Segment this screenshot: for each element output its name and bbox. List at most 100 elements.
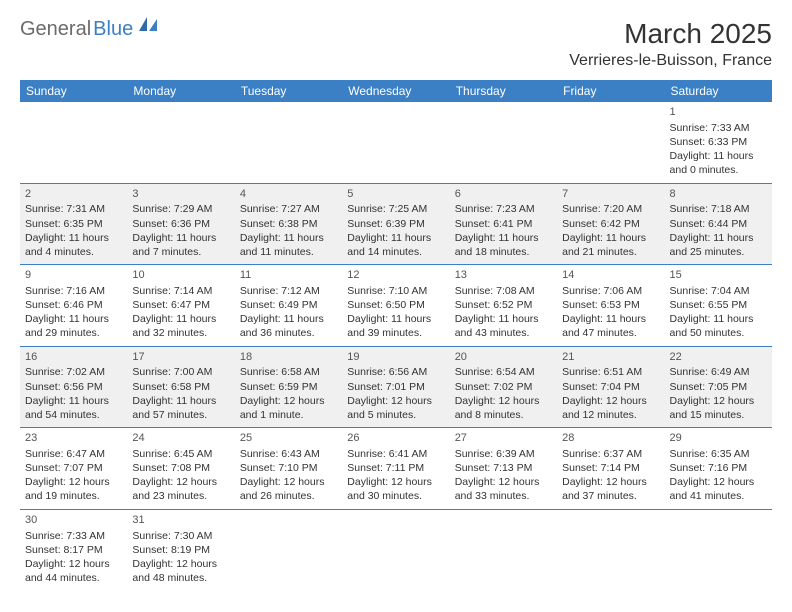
day-number: 31 (132, 513, 229, 528)
sunset-text: Sunset: 7:13 PM (455, 461, 552, 475)
daylight-text: Daylight: 11 hours and 0 minutes. (670, 149, 767, 177)
calendar-week: 9Sunrise: 7:16 AMSunset: 6:46 PMDaylight… (20, 265, 772, 347)
calendar-cell: 10Sunrise: 7:14 AMSunset: 6:47 PMDayligh… (127, 265, 234, 347)
sunrise-text: Sunrise: 7:06 AM (562, 284, 659, 298)
day-number: 14 (562, 268, 659, 283)
month-title: March 2025 (569, 18, 772, 50)
calendar-cell: 15Sunrise: 7:04 AMSunset: 6:55 PMDayligh… (665, 265, 772, 347)
sunrise-text: Sunrise: 7:16 AM (25, 284, 122, 298)
day-number: 19 (347, 350, 444, 365)
calendar-week: 2Sunrise: 7:31 AMSunset: 6:35 PMDaylight… (20, 183, 772, 265)
day-number: 16 (25, 350, 122, 365)
day-number: 8 (670, 187, 767, 202)
sunset-text: Sunset: 7:05 PM (670, 380, 767, 394)
calendar-week: 30Sunrise: 7:33 AMSunset: 8:17 PMDayligh… (20, 509, 772, 590)
calendar-cell: 5Sunrise: 7:25 AMSunset: 6:39 PMDaylight… (342, 183, 449, 265)
sunset-text: Sunset: 7:11 PM (347, 461, 444, 475)
calendar-cell: 7Sunrise: 7:20 AMSunset: 6:42 PMDaylight… (557, 183, 664, 265)
sunset-text: Sunset: 6:36 PM (132, 217, 229, 231)
location: Verrieres-le-Buisson, France (569, 52, 772, 70)
calendar-week: 1Sunrise: 7:33 AMSunset: 6:33 PMDaylight… (20, 102, 772, 183)
sunrise-text: Sunrise: 7:23 AM (455, 202, 552, 216)
calendar-cell (342, 102, 449, 183)
logo-sail-icon (137, 15, 159, 36)
sunrise-text: Sunrise: 7:27 AM (240, 202, 337, 216)
daylight-text: Daylight: 12 hours and 19 minutes. (25, 475, 122, 503)
calendar-cell: 19Sunrise: 6:56 AMSunset: 7:01 PMDayligh… (342, 346, 449, 428)
calendar-cell: 29Sunrise: 6:35 AMSunset: 7:16 PMDayligh… (665, 428, 772, 510)
title-block: March 2025 Verrieres-le-Buisson, France (569, 18, 772, 70)
sunrise-text: Sunrise: 7:14 AM (132, 284, 229, 298)
calendar-cell (235, 102, 342, 183)
calendar-cell (557, 102, 664, 183)
daylight-text: Daylight: 11 hours and 25 minutes. (670, 231, 767, 259)
calendar-week: 23Sunrise: 6:47 AMSunset: 7:07 PMDayligh… (20, 428, 772, 510)
daylight-text: Daylight: 11 hours and 54 minutes. (25, 394, 122, 422)
daylight-text: Daylight: 12 hours and 30 minutes. (347, 475, 444, 503)
daylight-text: Daylight: 12 hours and 8 minutes. (455, 394, 552, 422)
daylight-text: Daylight: 12 hours and 41 minutes. (670, 475, 767, 503)
day-number: 22 (670, 350, 767, 365)
sunset-text: Sunset: 7:10 PM (240, 461, 337, 475)
daylight-text: Daylight: 12 hours and 33 minutes. (455, 475, 552, 503)
sunrise-text: Sunrise: 6:47 AM (25, 447, 122, 461)
daylight-text: Daylight: 12 hours and 48 minutes. (132, 557, 229, 585)
day-number: 30 (25, 513, 122, 528)
calendar-cell: 18Sunrise: 6:58 AMSunset: 6:59 PMDayligh… (235, 346, 342, 428)
daylight-text: Daylight: 11 hours and 7 minutes. (132, 231, 229, 259)
sunset-text: Sunset: 7:04 PM (562, 380, 659, 394)
daylight-text: Daylight: 12 hours and 15 minutes. (670, 394, 767, 422)
daylight-text: Daylight: 11 hours and 4 minutes. (25, 231, 122, 259)
sunset-text: Sunset: 6:53 PM (562, 298, 659, 312)
calendar-cell: 1Sunrise: 7:33 AMSunset: 6:33 PMDaylight… (665, 102, 772, 183)
daylight-text: Daylight: 11 hours and 14 minutes. (347, 231, 444, 259)
day-number: 13 (455, 268, 552, 283)
day-number: 3 (132, 187, 229, 202)
daylight-text: Daylight: 12 hours and 23 minutes. (132, 475, 229, 503)
sunset-text: Sunset: 7:08 PM (132, 461, 229, 475)
daylight-text: Daylight: 11 hours and 32 minutes. (132, 312, 229, 340)
calendar-cell: 21Sunrise: 6:51 AMSunset: 7:04 PMDayligh… (557, 346, 664, 428)
day-header-row: Sunday Monday Tuesday Wednesday Thursday… (20, 80, 772, 102)
day-number: 15 (670, 268, 767, 283)
logo: GeneralBlue (20, 18, 159, 41)
sunrise-text: Sunrise: 7:33 AM (670, 121, 767, 135)
calendar-cell: 6Sunrise: 7:23 AMSunset: 6:41 PMDaylight… (450, 183, 557, 265)
sunset-text: Sunset: 6:39 PM (347, 217, 444, 231)
sunset-text: Sunset: 6:42 PM (562, 217, 659, 231)
calendar-cell: 3Sunrise: 7:29 AMSunset: 6:36 PMDaylight… (127, 183, 234, 265)
sunset-text: Sunset: 6:38 PM (240, 217, 337, 231)
daylight-text: Daylight: 11 hours and 21 minutes. (562, 231, 659, 259)
day-number: 1 (670, 105, 767, 120)
day-number: 21 (562, 350, 659, 365)
day-number: 24 (132, 431, 229, 446)
daylight-text: Daylight: 11 hours and 18 minutes. (455, 231, 552, 259)
daylight-text: Daylight: 11 hours and 50 minutes. (670, 312, 767, 340)
sunrise-text: Sunrise: 6:49 AM (670, 365, 767, 379)
calendar-cell: 4Sunrise: 7:27 AMSunset: 6:38 PMDaylight… (235, 183, 342, 265)
day-number: 5 (347, 187, 444, 202)
calendar-cell (450, 509, 557, 590)
sunrise-text: Sunrise: 6:51 AM (562, 365, 659, 379)
daylight-text: Daylight: 12 hours and 1 minute. (240, 394, 337, 422)
calendar-cell: 2Sunrise: 7:31 AMSunset: 6:35 PMDaylight… (20, 183, 127, 265)
day-header: Wednesday (342, 80, 449, 102)
calendar-cell: 25Sunrise: 6:43 AMSunset: 7:10 PMDayligh… (235, 428, 342, 510)
sunrise-text: Sunrise: 6:35 AM (670, 447, 767, 461)
sunrise-text: Sunrise: 6:45 AM (132, 447, 229, 461)
sunset-text: Sunset: 7:14 PM (562, 461, 659, 475)
sunset-text: Sunset: 6:50 PM (347, 298, 444, 312)
sunset-text: Sunset: 7:02 PM (455, 380, 552, 394)
daylight-text: Daylight: 11 hours and 57 minutes. (132, 394, 229, 422)
daylight-text: Daylight: 11 hours and 29 minutes. (25, 312, 122, 340)
calendar-cell (127, 102, 234, 183)
day-number: 17 (132, 350, 229, 365)
day-header: Thursday (450, 80, 557, 102)
calendar-cell: 14Sunrise: 7:06 AMSunset: 6:53 PMDayligh… (557, 265, 664, 347)
sunset-text: Sunset: 6:55 PM (670, 298, 767, 312)
day-number: 7 (562, 187, 659, 202)
day-header: Sunday (20, 80, 127, 102)
day-number: 11 (240, 268, 337, 283)
calendar-cell (557, 509, 664, 590)
sunrise-text: Sunrise: 7:00 AM (132, 365, 229, 379)
